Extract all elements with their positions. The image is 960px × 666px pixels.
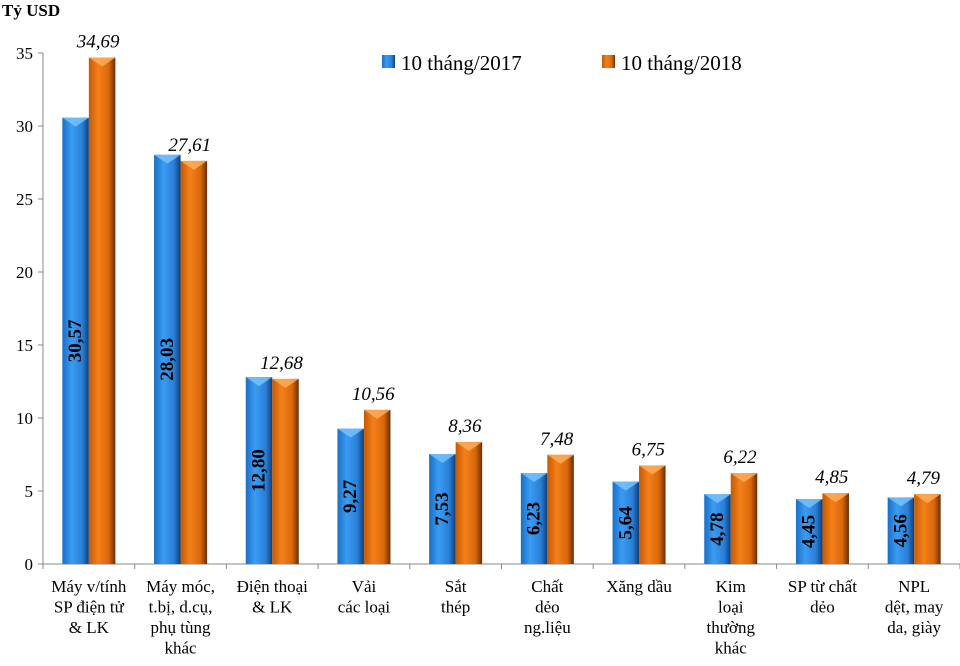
- bar-top-bevel: [154, 154, 181, 164]
- data-label-2018: 10,56: [352, 384, 395, 405]
- bar-top-bevel: [887, 497, 915, 507]
- bar-2018: [822, 493, 849, 564]
- y-tick-label: 25: [16, 190, 33, 209]
- bar-2018: [914, 494, 941, 564]
- category-label: Kim loại thường khác: [707, 577, 756, 658]
- y-tick-label: 10: [16, 409, 33, 428]
- data-label-2017: 4,45: [799, 515, 820, 548]
- data-label-2018: 4,85: [815, 467, 848, 488]
- category-label: Vải các loại: [338, 577, 391, 617]
- bar-2018: [547, 454, 574, 564]
- bar-top-bevel: [730, 473, 758, 483]
- legend-label: 10 tháng/2018: [621, 51, 742, 75]
- data-label-2018: 27,61: [168, 135, 211, 156]
- bar-2018: [88, 57, 116, 564]
- bar-2017: [62, 117, 89, 564]
- bar-2018: [730, 473, 758, 564]
- legend-swatch-2018: [602, 55, 615, 68]
- data-label-2017: 5,64: [615, 506, 636, 540]
- category-label: Máy v/tính SP điện tử & LK: [51, 577, 127, 637]
- bar-top-bevel: [520, 473, 548, 483]
- category-label: Chất dẻo ng.liệu: [524, 577, 571, 637]
- data-label-2017: 9,27: [340, 479, 361, 513]
- bar-top-bevel: [822, 493, 849, 503]
- legend-swatch-2017: [382, 55, 395, 68]
- y-axis-label: Tỷ USD: [2, 1, 60, 20]
- legend-label: 10 tháng/2017: [401, 51, 522, 75]
- bar-2017: [612, 481, 640, 564]
- bar-2018: [639, 465, 666, 564]
- bar-2017: [795, 499, 823, 564]
- data-label-2018: 8,36: [448, 416, 482, 437]
- y-tick-label: 15: [16, 336, 33, 355]
- bar-top-bevel: [704, 494, 731, 504]
- bar-2017: [337, 428, 364, 564]
- category-label: Sắt thép: [441, 577, 470, 617]
- bar-2018: [180, 160, 208, 565]
- bar-2018: [455, 441, 483, 564]
- y-tick-label: 0: [25, 555, 34, 574]
- category-label: Máy móc, t.bị, d.cụ, phụ tùng khác: [146, 577, 215, 658]
- category-label: Xăng dầu: [606, 577, 672, 596]
- bar-2017: [887, 497, 915, 564]
- bar-2017: [429, 454, 456, 564]
- data-label-2017: 4,78: [707, 512, 728, 545]
- data-label-2018: 12,68: [260, 353, 303, 374]
- data-label-2018: 6,75: [632, 439, 665, 460]
- y-tick-label: 30: [16, 117, 33, 136]
- bar-2018: [363, 409, 391, 564]
- data-label-2018: 6,22: [723, 447, 757, 468]
- bar-top-bevel: [612, 481, 640, 491]
- bar-top-bevel: [639, 465, 666, 475]
- data-label-2018: 34,69: [76, 32, 120, 53]
- bar-top-bevel: [547, 454, 574, 464]
- bar-2017: [704, 494, 731, 564]
- bar-top-bevel: [363, 409, 391, 419]
- category-label: NPL dệt, may da, giày: [885, 577, 944, 637]
- bar-2017: [245, 377, 273, 564]
- data-label-2017: 4,56: [890, 514, 911, 547]
- bar-2018: [272, 378, 299, 564]
- y-tick-label: 20: [16, 263, 33, 282]
- bar-top-bevel: [62, 117, 89, 127]
- bar-2017: [520, 473, 548, 564]
- bar-top-bevel: [337, 428, 364, 438]
- category-label: SP từ chất dẻo: [788, 577, 857, 617]
- bar-top-bevel: [272, 378, 299, 388]
- bar-top-bevel: [455, 441, 483, 451]
- data-label-2017: 6,23: [524, 502, 545, 535]
- bar-top-bevel: [245, 377, 273, 387]
- bar-top-bevel: [429, 454, 456, 464]
- bar-2017: [154, 154, 181, 564]
- data-label-2017: 12,80: [249, 449, 270, 492]
- bar-top-bevel: [88, 57, 116, 67]
- y-tick-label: 35: [16, 44, 33, 63]
- bar-top-bevel: [180, 160, 208, 170]
- data-label-2018: 4,79: [907, 468, 941, 489]
- data-label-2017: 28,03: [157, 338, 178, 381]
- bar-top-bevel: [914, 494, 941, 504]
- data-label-2018: 7,48: [540, 429, 574, 450]
- category-label: Điện thoại & LK: [237, 577, 309, 617]
- data-label-2017: 30,57: [65, 319, 86, 362]
- y-tick-label: 5: [25, 482, 34, 501]
- bar-top-bevel: [795, 499, 823, 509]
- data-label-2017: 7,53: [432, 492, 453, 525]
